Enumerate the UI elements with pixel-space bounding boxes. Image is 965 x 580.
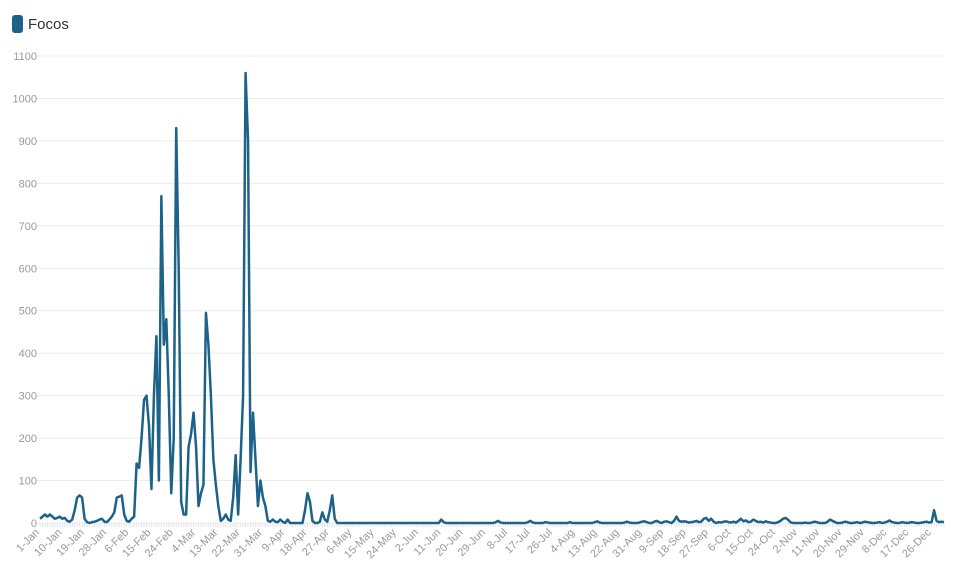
y-tick-label: 700: [19, 221, 37, 233]
y-tick-label: 0: [31, 518, 37, 530]
y-tick-label: 200: [19, 433, 37, 445]
y-tick-label: 300: [19, 391, 37, 403]
y-tick-label: 1100: [13, 51, 37, 63]
y-tick-label: 900: [19, 136, 37, 148]
legend-label: Focos: [28, 16, 69, 33]
line: [39, 71, 945, 525]
y-tick-label: 400: [19, 348, 37, 360]
x-tick-label: 26-Jul: [525, 527, 555, 557]
y-tick-label: 600: [19, 263, 37, 275]
legend-swatch: [12, 15, 23, 33]
y-tick-label: 100: [19, 476, 37, 488]
y-tick-label: 800: [19, 178, 37, 190]
y-tick-label: 500: [19, 306, 37, 318]
y-tick-label: 1000: [13, 93, 37, 105]
